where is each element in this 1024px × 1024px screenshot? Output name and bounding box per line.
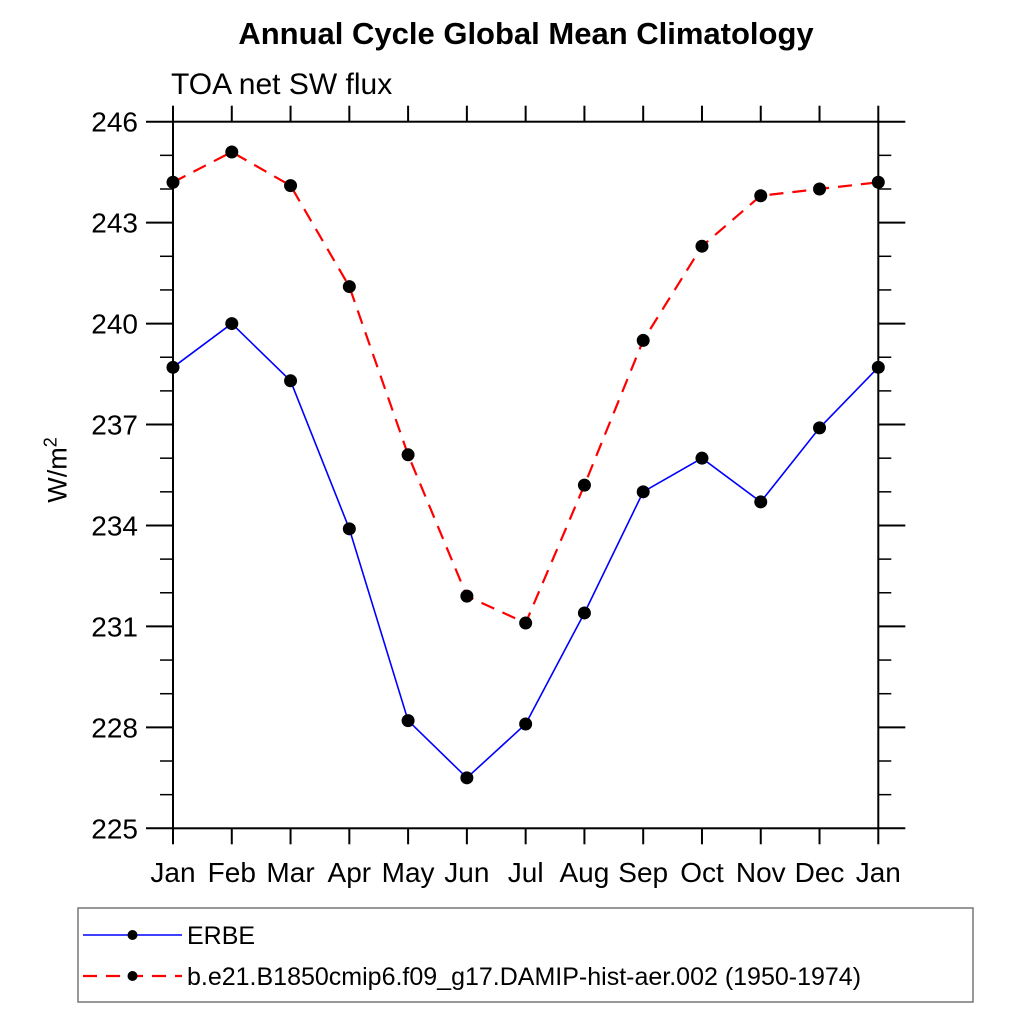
x-tick-label: Mar bbox=[266, 857, 314, 888]
x-tick-label: Nov bbox=[736, 857, 786, 888]
legend-label: ERBE bbox=[187, 922, 255, 950]
chart-subtitle: TOA net SW flux bbox=[171, 68, 393, 101]
data-point-marker bbox=[519, 717, 533, 731]
data-point-marker bbox=[695, 239, 709, 253]
x-tick-label: Feb bbox=[208, 857, 256, 888]
legend-label: b.e21.B1850cmip6.f09_g17.DAMIP-hist-aer.… bbox=[187, 963, 861, 991]
data-point-marker bbox=[695, 451, 709, 465]
legend-box bbox=[77, 907, 974, 1003]
x-tick-label: Jan bbox=[856, 857, 901, 888]
data-point-marker bbox=[577, 478, 591, 492]
data-point-marker bbox=[225, 145, 239, 159]
data-point-marker bbox=[342, 280, 356, 294]
data-point-marker bbox=[519, 616, 533, 630]
data-point-marker bbox=[460, 771, 474, 785]
series-line-model bbox=[172, 150, 879, 625]
data-point-marker bbox=[284, 179, 298, 193]
data-point-marker bbox=[871, 360, 885, 374]
x-tick-label: Jan bbox=[150, 857, 195, 888]
y-tick-label: 243 bbox=[91, 208, 138, 239]
y-tick-label: 237 bbox=[91, 410, 138, 441]
x-tick-label: Sep bbox=[618, 857, 668, 888]
x-tick-label: Oct bbox=[680, 857, 724, 888]
x-tick-label: Jul bbox=[508, 857, 544, 888]
data-point-marker bbox=[342, 522, 356, 536]
data-point-marker bbox=[754, 189, 768, 203]
data-point-marker bbox=[636, 333, 650, 347]
data-point-marker bbox=[284, 374, 298, 388]
legend-marker bbox=[127, 971, 138, 981]
y-tick-label: 240 bbox=[91, 309, 138, 340]
data-point-marker bbox=[166, 360, 180, 374]
x-tick-label: Dec bbox=[795, 857, 845, 888]
series-line-erbe bbox=[172, 322, 879, 779]
chart-title: Annual Cycle Global Mean Climatology bbox=[238, 16, 814, 51]
x-tick-label: Apr bbox=[328, 857, 372, 888]
y-tick-label: 231 bbox=[91, 611, 138, 642]
y-tick-label: 246 bbox=[91, 107, 138, 138]
data-point-marker bbox=[577, 606, 591, 620]
x-tick-label: May bbox=[382, 857, 435, 888]
data-point-marker bbox=[460, 589, 474, 603]
data-point-marker bbox=[871, 175, 885, 189]
y-tick-label: 234 bbox=[91, 510, 138, 541]
data-point-marker bbox=[813, 182, 827, 196]
data-point-marker bbox=[401, 448, 415, 462]
y-tick-label: 225 bbox=[91, 813, 138, 844]
x-tick-label: Jun bbox=[444, 857, 489, 888]
data-point-marker bbox=[754, 495, 768, 509]
x-tick-label: Aug bbox=[560, 857, 610, 888]
y-tick-label: 228 bbox=[91, 712, 138, 743]
data-point-marker bbox=[225, 317, 239, 331]
legend-marker bbox=[127, 930, 138, 940]
data-point-marker bbox=[636, 485, 650, 499]
data-point-marker bbox=[813, 421, 827, 435]
data-point-marker bbox=[401, 714, 415, 728]
data-point-marker bbox=[166, 175, 180, 189]
